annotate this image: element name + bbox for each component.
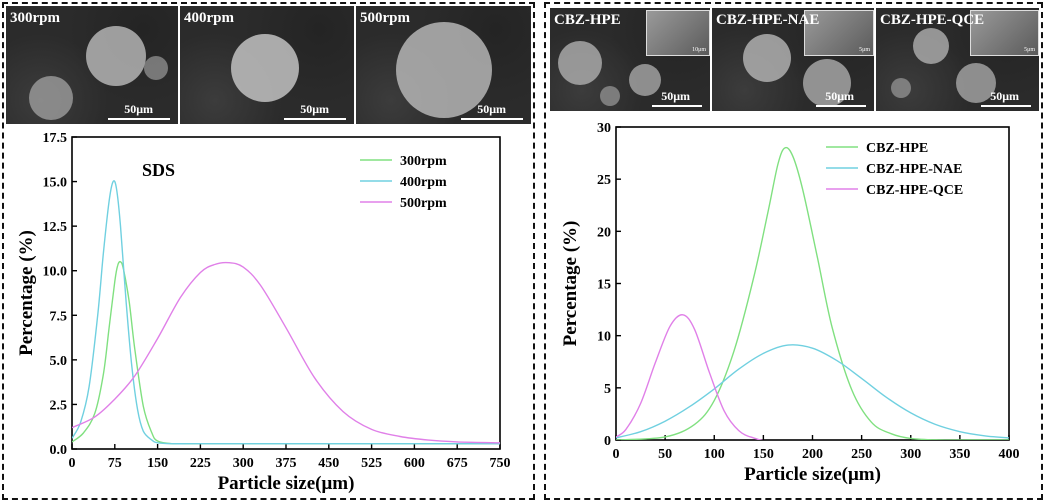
series-line-cbz-hpe <box>616 146 1009 440</box>
scale-bar <box>461 118 523 120</box>
scale-bar-label: 50μm <box>477 102 506 116</box>
series-line-400rpm <box>72 180 500 445</box>
sem-image-strip-right: 10μm CBZ-HPE 50μm 5μm CBZ-HPE-NAE 50μm <box>550 8 1039 111</box>
y-tick-label: 7.5 <box>50 309 68 324</box>
particle-image <box>743 34 851 107</box>
inset-scale-label: 10μm <box>692 47 706 53</box>
y-tick-label: 25 <box>597 173 611 188</box>
y-tick-label: 10.0 <box>43 265 68 280</box>
sem-image-cbz-hpe-qce: 5μm CBZ-HPE-QCE 50μm <box>876 8 1039 111</box>
legend-label: CBZ-HPE <box>866 141 928 156</box>
x-tick-label: 600 <box>404 456 425 471</box>
x-tick-label: 400 <box>999 447 1020 462</box>
x-tick-label: 375 <box>276 456 297 471</box>
y-axis-label: Percentage (%) <box>560 221 581 347</box>
scale-bar-label: 50μm <box>124 102 153 116</box>
sem-label: CBZ-HPE-QCE <box>880 12 985 28</box>
x-tick-label: 200 <box>802 447 823 462</box>
particle-image <box>29 26 168 120</box>
left-figure-panel: 300rpm 50μm 400rpm 50μm 500rpm 50μm <box>2 2 535 500</box>
series-group <box>616 146 1009 440</box>
scale-bar-label: 50μm <box>990 89 1019 103</box>
sem-image-strip-left: 300rpm 50μm 400rpm 50μm 500rpm 50μm <box>6 6 531 124</box>
sem-inset: 5μm <box>970 10 1039 56</box>
sem-image-300rpm: 300rpm 50μm <box>6 6 178 124</box>
chart-sds-rpm: 0 75 150 225 300 375 450 525 600 675 750 0.0 2.5 5.0 7… <box>16 131 511 494</box>
legend-label: CBZ-HPE-NAE <box>866 162 962 177</box>
series-line-300rpm <box>72 260 500 445</box>
sem-label: CBZ-HPE <box>554 12 621 28</box>
sem-label: 300rpm <box>10 10 60 26</box>
legend-label: 400rpm <box>400 175 447 190</box>
right-figure-panel: 10μm CBZ-HPE 50μm 5μm CBZ-HPE-NAE 50μm <box>544 2 1043 500</box>
particle-image <box>891 28 996 103</box>
particle-image <box>231 34 299 102</box>
x-tick-label: 250 <box>851 447 872 462</box>
x-tick-label: 75 <box>108 456 122 471</box>
sem-label: 400rpm <box>184 10 234 26</box>
x-axis-label: Particle size(μm) <box>744 464 881 485</box>
sem-inset: 5μm <box>804 10 874 56</box>
legend-label: 300rpm <box>400 154 447 169</box>
sem-image-cbz-hpe-nae: 5μm CBZ-HPE-NAE 50μm <box>712 8 874 111</box>
x-tick-label: 225 <box>190 456 211 471</box>
y-tick-label: 0.0 <box>50 443 68 458</box>
y-tick-label: 15.0 <box>43 176 68 191</box>
sem-image-400rpm: 400rpm 50μm <box>180 6 354 124</box>
particle-image <box>396 22 492 118</box>
y-tick-label: 15 <box>597 278 611 293</box>
x-tick-label: 750 <box>490 456 511 471</box>
scale-bar-label: 50μm <box>661 89 690 103</box>
x-tick-label: 150 <box>753 447 774 462</box>
x-tick-label: 300 <box>233 456 254 471</box>
scale-bar <box>652 105 702 107</box>
y-axis-label: Percentage (%) <box>16 230 37 356</box>
y-tick-label: 20 <box>597 225 611 240</box>
legend-label: 500rpm <box>400 196 447 211</box>
scale-bar <box>981 105 1031 107</box>
series-line-cbz-hpe-nae <box>616 344 1009 439</box>
y-tick-label: 5.0 <box>50 354 68 369</box>
x-tick-label: 450 <box>318 456 339 471</box>
x-tick-label: 50 <box>658 447 672 462</box>
inset-scale-label: 5μm <box>859 47 870 53</box>
sem-label: 500rpm <box>360 10 410 26</box>
x-tick-label: 675 <box>447 456 468 471</box>
y-tick-label: 17.5 <box>43 131 68 146</box>
x-tick-label: 0 <box>613 447 620 462</box>
chart-cbz-hpe: 0 50 100 150 200 250 300 350 400 0 5 10 15 20 25 30 Part… <box>560 121 1020 485</box>
y-tick-label: 12.5 <box>43 220 68 235</box>
scale-bar <box>284 118 346 120</box>
sem-image-500rpm: 500rpm 50μm <box>356 6 531 124</box>
x-tick-label: 150 <box>147 456 168 471</box>
x-axis-label: Particle size(μm) <box>218 473 355 494</box>
x-tick-label: 0 <box>69 456 76 471</box>
sem-image-cbz-hpe: 10μm CBZ-HPE 50μm <box>550 8 710 111</box>
scale-bar <box>816 105 866 107</box>
scale-bar <box>108 118 170 120</box>
series-line-cbz-hpe-qce <box>616 314 764 440</box>
x-tick-label: 300 <box>900 447 921 462</box>
sem-label: CBZ-HPE-NAE <box>716 12 820 28</box>
legend-label: CBZ-HPE-QCE <box>866 183 963 198</box>
series-line-500rpm <box>72 261 500 444</box>
y-tick-label: 2.5 <box>50 398 68 413</box>
y-tick-label: 30 <box>597 121 611 136</box>
chart-annotation: SDS <box>142 160 175 180</box>
y-tick-label: 5 <box>604 382 611 397</box>
x-tick-label: 525 <box>361 456 382 471</box>
series-group <box>72 180 500 445</box>
sem-inset: 10μm <box>646 10 710 56</box>
scale-bar-label: 50μm <box>300 102 329 116</box>
particle-image <box>558 41 661 106</box>
scale-bar-label: 50μm <box>825 89 854 103</box>
x-tick-label: 100 <box>704 447 725 462</box>
y-tick-label: 10 <box>597 330 611 345</box>
inset-scale-label: 5μm <box>1024 47 1035 53</box>
y-tick-label: 0 <box>604 434 611 449</box>
x-tick-label: 350 <box>949 447 970 462</box>
